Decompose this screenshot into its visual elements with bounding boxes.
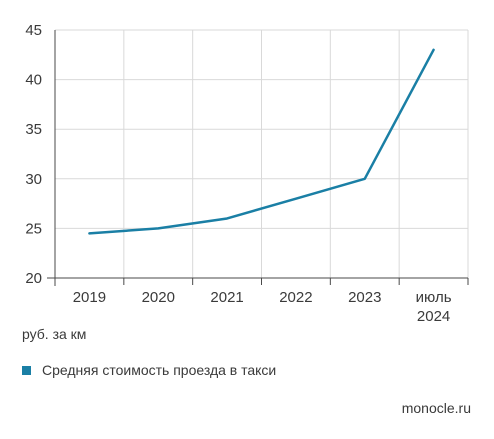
y-tick-label: 40 <box>25 72 42 89</box>
y-axis-unit-label: руб. за км <box>22 326 87 342</box>
x-tick-label: 2021 <box>210 289 243 306</box>
x-tick-label: 2020 <box>142 289 175 306</box>
y-tick-label: 25 <box>25 220 42 237</box>
x-tick-label-line: 2024 <box>417 308 450 325</box>
legend-label: Средняя стоимость проезда в такси <box>42 362 277 378</box>
y-tick-label: 30 <box>25 171 42 188</box>
x-tick-label: 2022 <box>279 289 312 306</box>
y-tick-labels: 20 25 30 35 40 45 <box>25 22 42 287</box>
source-credit: monocle.ru <box>401 400 471 416</box>
x-tick-label: 2023 <box>348 289 381 306</box>
x-tick-label-line: 2019 <box>73 289 106 306</box>
legend: Средняя стоимость проезда в такси <box>22 362 276 378</box>
x-tick-label: июль 2024 <box>416 289 452 325</box>
legend-swatch <box>22 365 31 375</box>
x-tick-labels: 2019 2020 2021 2022 2023 июль 2024 <box>73 289 452 325</box>
y-tick-label: 45 <box>25 22 42 39</box>
y-tick-label: 20 <box>25 270 42 287</box>
axes <box>47 30 469 286</box>
x-tick-label-line: 2021 <box>210 289 243 306</box>
x-tick-label-line: 2023 <box>348 289 381 306</box>
x-tick-label-line: 2022 <box>279 289 312 306</box>
x-tick-label-line: 2020 <box>142 289 175 306</box>
x-tick-label: 2019 <box>73 289 106 306</box>
series-line <box>88 48 435 235</box>
y-tick-label: 35 <box>25 121 42 138</box>
grid-lines <box>55 29 469 278</box>
x-tick-label-line: июль <box>416 289 452 306</box>
series <box>88 48 435 235</box>
